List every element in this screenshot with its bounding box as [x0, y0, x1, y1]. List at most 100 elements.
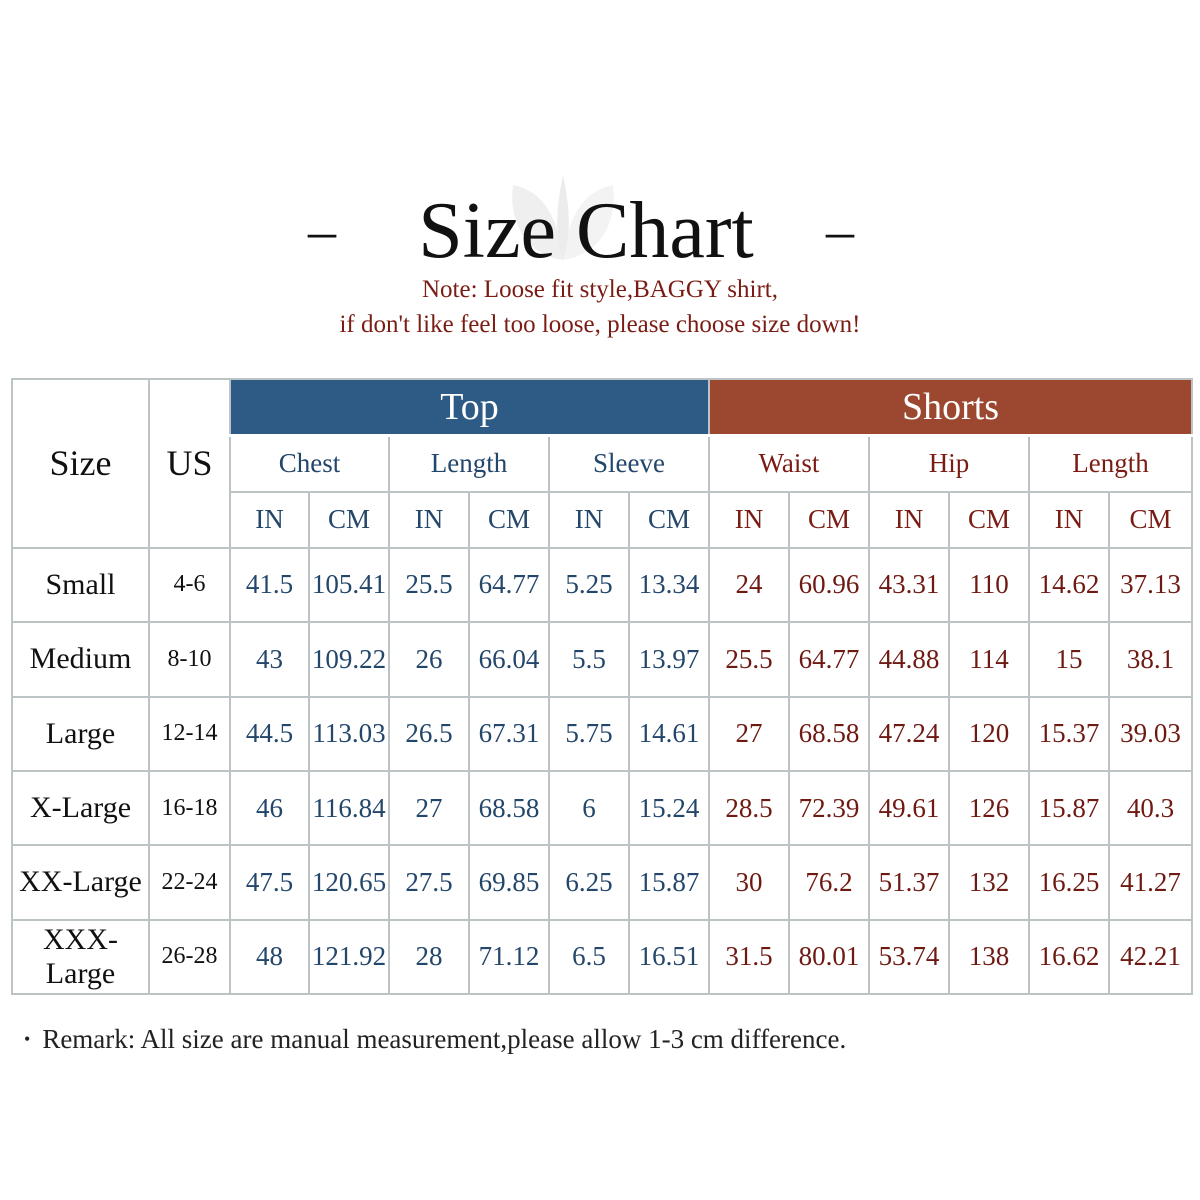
- measurement-cell: 120: [948, 695, 1030, 772]
- table-row: XX-Large 22-24 47.5 120.65 27.5 69.85 6.25 15.8…: [11, 844, 1194, 921]
- size-cell: XXX-Large: [11, 918, 150, 996]
- title-dash-left: –: [308, 200, 336, 262]
- chest-header: Chest: [229, 434, 390, 493]
- measurement-cell: 138: [948, 918, 1030, 996]
- measurement-cell: 116.84: [308, 769, 390, 847]
- measurement-cell: 44.88: [868, 621, 950, 698]
- table-row: Large 12-14 44.5 113.03 26.5 67.31 5.75 14.61 27…: [11, 695, 1194, 772]
- measurement-cell: 41.27: [1107, 844, 1194, 921]
- measurement-cell: 6.5: [548, 918, 630, 996]
- measurement-cell: 6: [548, 769, 630, 847]
- unit-header: CM: [308, 490, 390, 549]
- measurement-cell: 47.24: [868, 695, 950, 772]
- measurement-cell: 27: [388, 769, 470, 847]
- measurement-cell: 27: [708, 695, 790, 772]
- measurement-cell: 114: [948, 621, 1030, 698]
- measurement-cell: 109.22: [308, 621, 390, 698]
- measurement-cell: 43.31: [868, 546, 950, 624]
- table-row: XXX-Large 26-28 48 121.92 28 71.12 6.5 16.51 31.…: [11, 918, 1194, 996]
- measurement-cell: 68.58: [468, 769, 550, 847]
- measurement-cell: 71.12: [468, 918, 550, 996]
- unit-header: CM: [628, 490, 710, 549]
- measurement-cell: 25.5: [708, 621, 790, 698]
- measurement-cell: 46: [229, 769, 310, 847]
- shorts-group-header: Shorts: [707, 377, 1194, 437]
- measurement-cell: 25.5: [388, 546, 470, 624]
- measurement-cell: 66.04: [468, 621, 550, 698]
- measurement-cell: 41.5: [229, 546, 310, 624]
- measurement-cell: 27.5: [388, 844, 470, 921]
- unit-header: IN: [548, 490, 630, 549]
- measurement-cell: 16.25: [1028, 844, 1110, 921]
- measurement-cell: 13.97: [628, 621, 710, 698]
- measurement-cell: 6.25: [548, 844, 630, 921]
- measurement-cell: 28: [388, 918, 470, 996]
- us-cell: 22-24: [148, 844, 231, 921]
- remark-text: Remark: All size are manual measurement,…: [42, 1024, 847, 1054]
- measurement-cell: 105.41: [308, 546, 390, 624]
- measurement-cell: 44.5: [229, 695, 310, 772]
- unit-header: IN: [708, 490, 790, 549]
- title-row: – Size Chart –: [0, 186, 1200, 276]
- measurement-cell: 132: [948, 844, 1030, 921]
- size-cell: XX-Large: [11, 844, 150, 921]
- top-length-header: Length: [388, 434, 550, 493]
- us-cell: 12-14: [148, 695, 231, 772]
- table-row: X-Large 16-18 46 116.84 27 68.58 6 15.24 28.5 72.…: [11, 769, 1194, 847]
- measurement-cell: 120.65: [308, 844, 390, 921]
- size-cell: X-Large: [11, 769, 150, 847]
- measurement-cell: 30: [708, 844, 790, 921]
- measurement-cell: 68.58: [788, 695, 870, 772]
- measurement-cell: 69.85: [468, 844, 550, 921]
- measurement-cell: 110: [948, 546, 1030, 624]
- note-line-2: if don't like feel too loose, please cho…: [339, 311, 861, 338]
- size-cell: Small: [11, 546, 150, 624]
- measurement-cell: 31.5: [708, 918, 790, 996]
- measurement-cell: 43: [229, 621, 310, 698]
- note-line-1: Note: Loose fit style,BAGGY shirt,: [422, 276, 778, 303]
- measurement-cell: 64.77: [788, 621, 870, 698]
- size-table: Size US Top Shorts Chest Length Sleeve W…: [11, 377, 1194, 996]
- measurement-cell: 28.5: [708, 769, 790, 847]
- measurement-cell: 14.62: [1028, 546, 1110, 624]
- measurement-cell: 39.03: [1107, 695, 1194, 772]
- table-row: Medium 8-10 43 109.22 26 66.04 5.5 13.97 25.5 64.…: [11, 621, 1194, 698]
- us-cell: 26-28: [148, 918, 231, 996]
- measurement-cell: 15.24: [628, 769, 710, 847]
- unit-header: CM: [1107, 490, 1194, 549]
- measurement-cell: 5.25: [548, 546, 630, 624]
- remark: • Remark: All size are manual measurement…: [24, 1024, 846, 1055]
- measurement-cell: 15: [1028, 621, 1110, 698]
- measurement-cell: 80.01: [788, 918, 870, 996]
- size-column-header: Size: [11, 378, 150, 549]
- measurement-cell: 121.92: [308, 918, 390, 996]
- measurement-cell: 26: [388, 621, 470, 698]
- unit-header: IN: [1028, 490, 1110, 549]
- waist-header: Waist: [708, 434, 870, 493]
- measurement-cell: 48: [229, 918, 310, 996]
- measurement-cell: 113.03: [308, 695, 390, 772]
- unit-header: IN: [388, 490, 470, 549]
- hip-header: Hip: [868, 434, 1030, 493]
- measurement-cell: 67.31: [468, 695, 550, 772]
- measurement-cell: 49.61: [868, 769, 950, 847]
- unit-header: IN: [868, 490, 950, 549]
- measurement-cell: 37.13: [1107, 546, 1194, 624]
- unit-header: CM: [788, 490, 870, 549]
- measurement-cell: 26.5: [388, 695, 470, 772]
- measurement-cell: 15.87: [1028, 769, 1110, 847]
- measurement-cell: 47.5: [229, 844, 310, 921]
- us-cell: 8-10: [148, 621, 231, 698]
- size-cell: Medium: [11, 621, 150, 698]
- title-dash-right: –: [826, 200, 854, 262]
- bullet-icon: •: [24, 1029, 31, 1049]
- measurement-cell: 15.87: [628, 844, 710, 921]
- shorts-length-header: Length: [1027, 434, 1194, 493]
- sleeve-header: Sleeve: [548, 434, 710, 493]
- leaf-logo-icon: [512, 175, 614, 260]
- measurement-cell: 5.75: [548, 695, 630, 772]
- measurement-cell: 60.96: [788, 546, 870, 624]
- unit-header: IN: [229, 490, 310, 549]
- page-title: Size Chart: [418, 187, 754, 275]
- measurement-cell: 15.37: [1028, 695, 1110, 772]
